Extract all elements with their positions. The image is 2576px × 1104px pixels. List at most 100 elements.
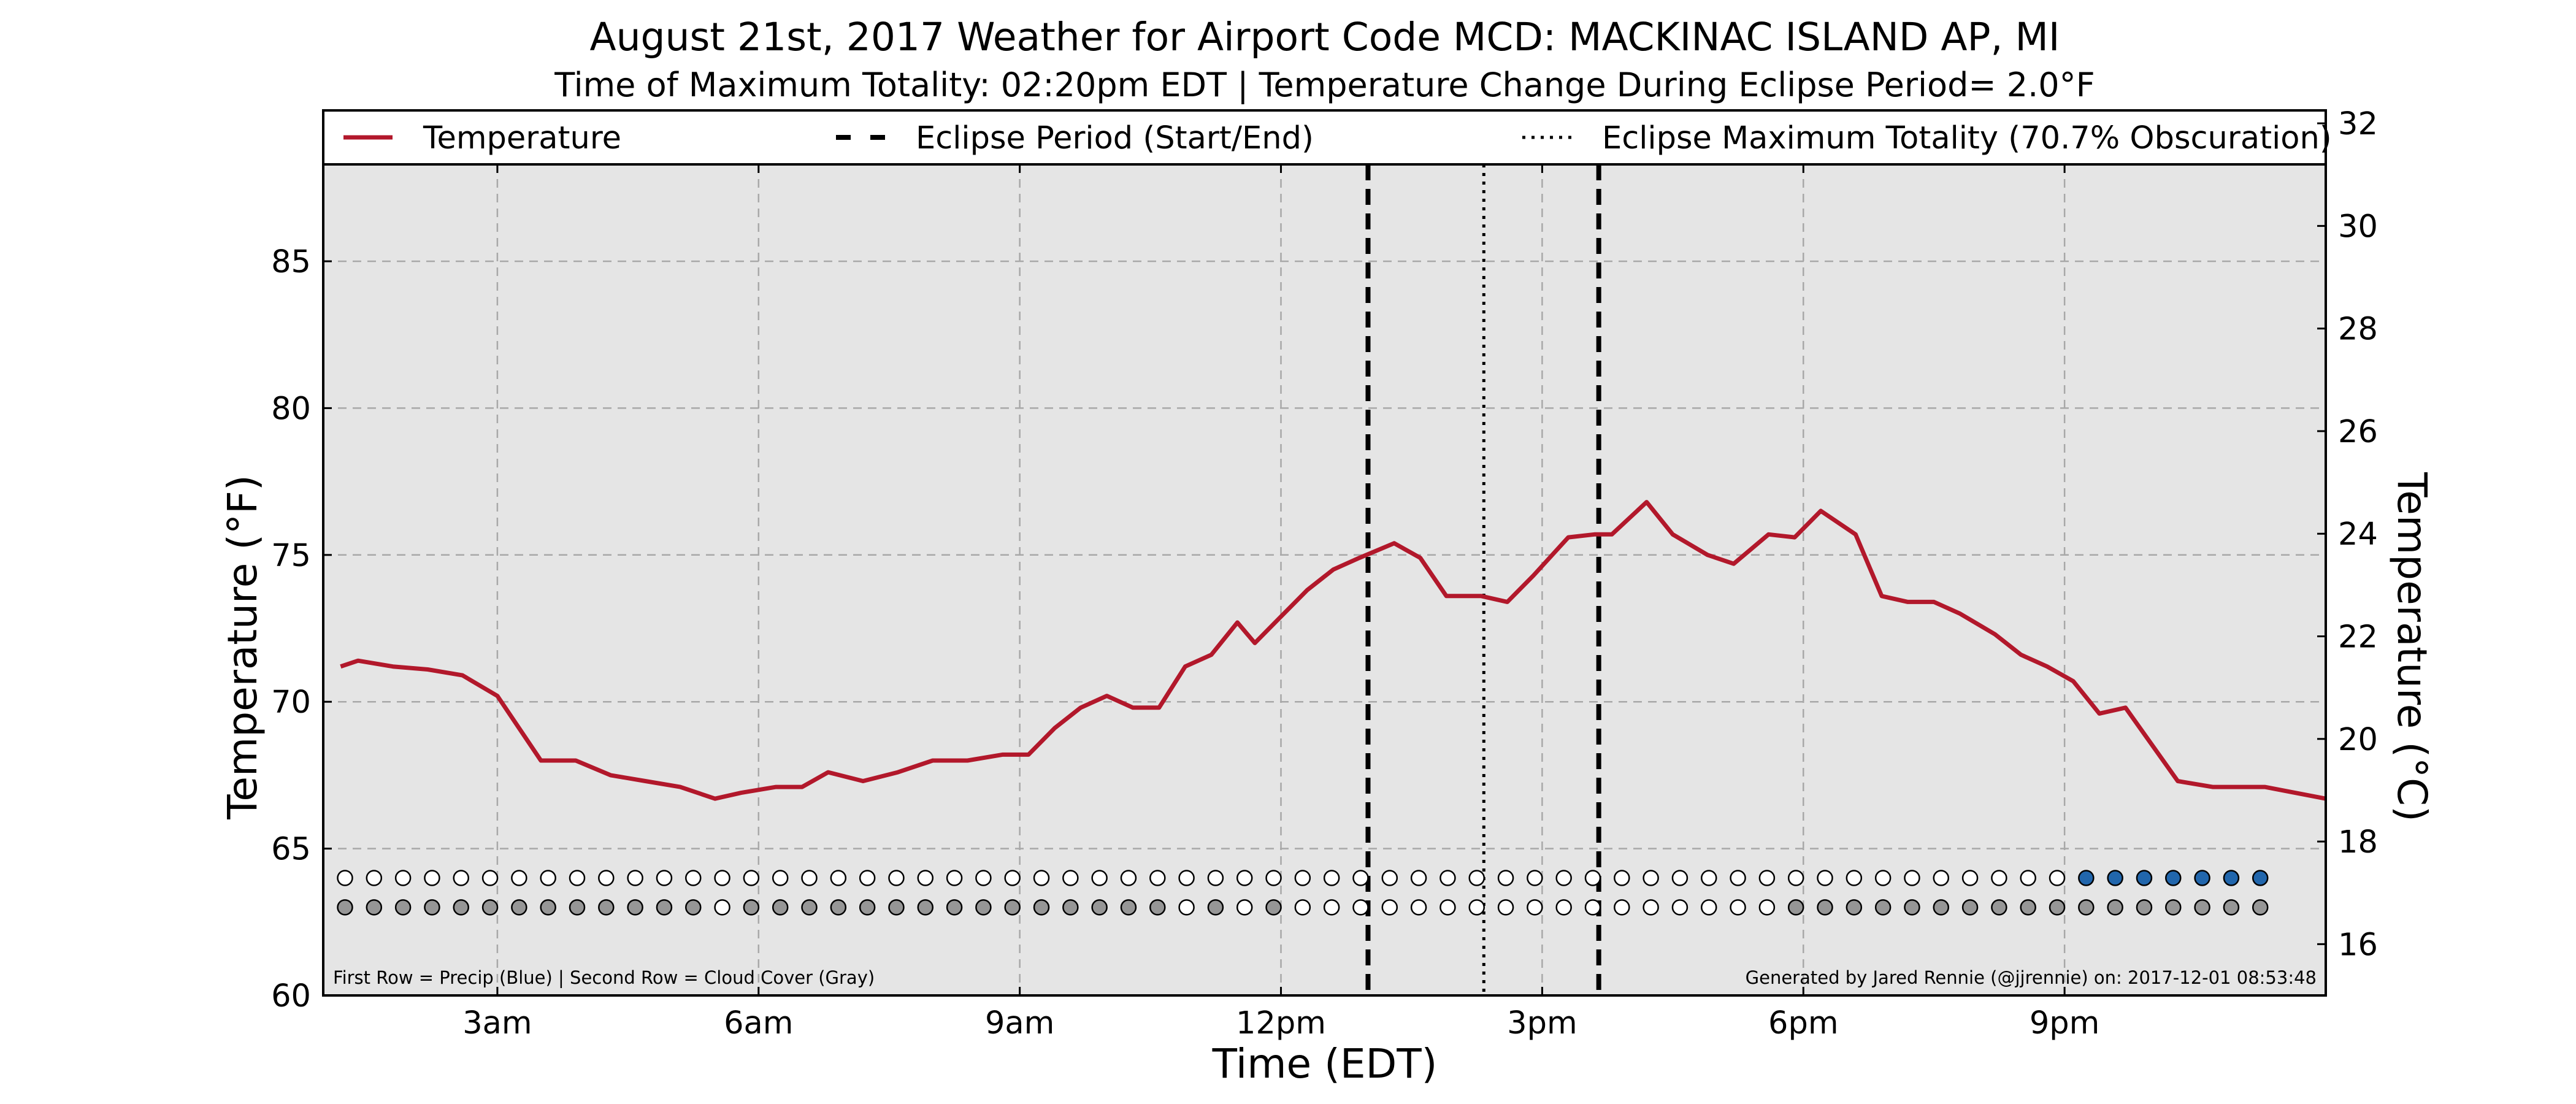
precip-marker-39	[1468, 870, 1485, 886]
cloud-marker-34	[1323, 899, 1340, 916]
precip-marker-26	[1091, 870, 1108, 886]
cloud-marker-12	[685, 899, 702, 916]
cloud-marker-53	[1874, 899, 1892, 916]
cloud-marker-62	[2136, 899, 2153, 916]
series-line-0	[340, 500, 2326, 801]
cloud-marker-3	[424, 899, 440, 916]
precip-marker-18	[859, 870, 876, 886]
cloud-marker-56	[1961, 899, 1979, 916]
precip-marker-25	[1062, 870, 1079, 886]
cloud-marker-18	[859, 899, 876, 916]
precip-marker-32	[1265, 870, 1282, 886]
cloud-marker-58	[2020, 899, 2036, 916]
x-tick-label-2: 9am	[985, 1005, 1054, 1041]
cloud-marker-27	[1120, 899, 1137, 916]
cloud-marker-38	[1439, 899, 1456, 916]
cloud-marker-28	[1149, 899, 1166, 916]
cloud-marker-8	[569, 899, 586, 916]
cloud-marker-29	[1178, 899, 1195, 916]
cloud-marker-32	[1265, 899, 1282, 916]
cloud-marker-64	[2194, 899, 2210, 916]
precip-marker-27	[1120, 870, 1137, 886]
precip-marker-9	[598, 870, 615, 886]
cloud-marker-2	[394, 899, 412, 916]
cloud-marker-24	[1033, 899, 1050, 916]
precip-marker-10	[627, 870, 643, 886]
x-tick-label-5: 6pm	[1768, 1005, 1839, 1041]
y-right-tick-label-1: 18	[2338, 824, 2378, 861]
plot-area	[323, 164, 2326, 995]
precip-marker-49	[1758, 870, 1776, 886]
cloud-marker-49	[1758, 899, 1776, 916]
cloud-marker-61	[2107, 899, 2123, 916]
precip-marker-2	[394, 870, 412, 886]
cloud-marker-39	[1468, 899, 1485, 916]
legend-label-0: Temperature	[423, 120, 621, 156]
precip-marker-17	[830, 870, 847, 886]
precip-marker-33	[1294, 870, 1311, 886]
footnote-right: Generated by Jared Rennie (@jjrennie) on…	[1746, 967, 2317, 988]
x-tick-label-6: 9pm	[2030, 1005, 2100, 1041]
cloud-marker-40	[1497, 899, 1514, 916]
precip-marker-48	[1730, 870, 1746, 886]
y-axis-title-right: Temperature (°C)	[2388, 472, 2436, 822]
precip-marker-66	[2252, 870, 2269, 886]
precip-marker-57	[1991, 870, 2007, 886]
precip-marker-59	[2049, 870, 2066, 886]
precip-marker-8	[569, 870, 586, 886]
cloud-marker-42	[1555, 899, 1572, 916]
y-right-tick-label-7: 30	[2338, 209, 2378, 245]
precip-marker-58	[2020, 870, 2036, 886]
precip-marker-65	[2223, 870, 2240, 886]
cloud-marker-45	[1643, 899, 1659, 916]
precip-marker-23	[1004, 870, 1021, 886]
precip-marker-42	[1555, 870, 1572, 886]
precip-marker-24	[1033, 870, 1050, 886]
y-tick-label-2: 70	[271, 684, 311, 721]
cloud-marker-55	[1933, 899, 1950, 916]
cloud-marker-20	[917, 899, 934, 916]
precip-marker-40	[1497, 870, 1514, 886]
cloud-marker-48	[1730, 899, 1746, 916]
precip-marker-11	[656, 870, 673, 886]
y-tick-label-5: 85	[271, 244, 311, 280]
x-tick-label-3: 12pm	[1236, 1005, 1326, 1041]
precip-marker-31	[1236, 870, 1253, 886]
precip-marker-36	[1381, 870, 1398, 886]
grid-lines	[323, 164, 2326, 995]
y-right-tick-label-0: 16	[2338, 927, 2378, 963]
precip-marker-60	[2078, 870, 2095, 886]
cloud-marker-65	[2223, 899, 2240, 916]
legend-label-2: Eclipse Maximum Totality (70.7% Obscurat…	[1602, 120, 2332, 156]
precip-marker-29	[1178, 870, 1195, 886]
precip-marker-61	[2107, 870, 2123, 886]
cloud-marker-59	[2049, 899, 2066, 916]
legend-label-1: Eclipse Period (Start/End)	[916, 120, 1314, 156]
y-right-tick-label-3: 22	[2338, 619, 2378, 656]
x-tick-label-4: 3pm	[1507, 1005, 1577, 1041]
cloud-marker-9	[598, 899, 615, 916]
precip-marker-54	[1904, 870, 1920, 886]
eclipse-lines	[1365, 164, 1601, 995]
cloud-marker-4	[453, 899, 469, 916]
cloud-marker-15	[772, 899, 789, 916]
cloud-marker-25	[1062, 899, 1079, 916]
cloud-marker-6	[511, 899, 527, 916]
precip-marker-63	[2165, 870, 2182, 886]
y-right-tick-label-5: 26	[2338, 414, 2378, 450]
precip-marker-7	[540, 870, 556, 886]
precip-marker-38	[1439, 870, 1456, 886]
cloud-marker-14	[743, 899, 760, 916]
precip-marker-0	[337, 870, 353, 886]
precip-marker-56	[1961, 870, 1979, 886]
precip-marker-30	[1207, 870, 1224, 886]
axis-ticks: 3am 6am 9am 12pm 3pm 6pm 9pm 60 65 70 75 80 85 16 18 20…	[271, 106, 2378, 1041]
y-right-tick-label-8: 32	[2338, 106, 2378, 142]
y-tick-label-3: 75	[271, 538, 311, 574]
precip-marker-3	[424, 870, 440, 886]
precip-marker-12	[685, 870, 702, 886]
cloud-marker-36	[1381, 899, 1398, 916]
x-tick-label-0: 3am	[462, 1005, 532, 1041]
precip-marker-34	[1323, 870, 1340, 886]
cloud-marker-41	[1527, 899, 1543, 916]
